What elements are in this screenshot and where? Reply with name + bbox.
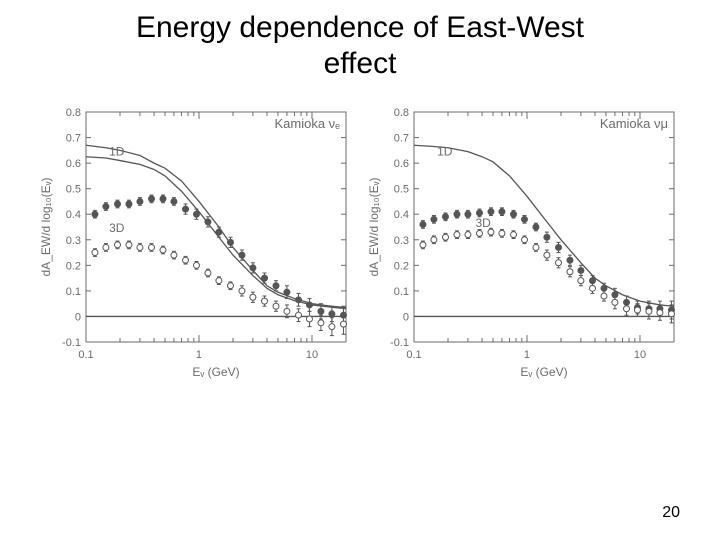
svg-text:1D: 1D — [437, 144, 453, 158]
title-line-2: effect — [324, 47, 397, 80]
svg-text:Kamioka νₑ: Kamioka νₑ — [274, 116, 340, 131]
svg-text:0.1: 0.1 — [394, 286, 409, 298]
svg-text:10: 10 — [306, 349, 318, 361]
svg-text:1: 1 — [196, 349, 202, 361]
svg-text:0: 0 — [75, 311, 81, 323]
svg-text:0.1: 0.1 — [406, 349, 421, 361]
svg-text:0.7: 0.7 — [394, 133, 409, 145]
svg-text:0.2: 0.2 — [66, 260, 81, 272]
svg-text:0.6: 0.6 — [394, 158, 409, 170]
svg-text:0.2: 0.2 — [394, 260, 409, 272]
svg-text:1: 1 — [524, 349, 530, 361]
svg-text:0.3: 0.3 — [66, 235, 81, 247]
panel-left: -0.1 0 0.1 0.2 0.3 0.4 0.5 0.6 0.7 0.8 0.1 1 10 Eᵥ (G… — [36, 92, 356, 387]
chart-left: -0.1 0 0.1 0.2 0.3 0.4 0.5 0.6 0.7 0.8 0.1 1 10 Eᵥ (G… — [36, 92, 356, 382]
svg-text:0.1: 0.1 — [78, 349, 93, 361]
svg-text:3D: 3D — [109, 221, 125, 235]
svg-text:0.4: 0.4 — [66, 209, 81, 221]
svg-text:0.5: 0.5 — [394, 184, 409, 196]
chart-panels: -0.100.10.20.30.40.50.60.70.80.1110Eᵥ (G… — [0, 92, 720, 387]
svg-text:0.5: 0.5 — [66, 184, 81, 196]
svg-text:dA_EW/d log₁₀(Eᵥ): dA_EW/d log₁₀(Eᵥ) — [367, 178, 381, 277]
svg-text:0.6: 0.6 — [66, 158, 81, 170]
svg-text:0.3: 0.3 — [394, 235, 409, 247]
title-line-1: Energy dependence of East-West — [136, 11, 584, 44]
svg-text:-0.1: -0.1 — [390, 337, 409, 349]
svg-text:Eᵥ (GeV): Eᵥ (GeV) — [192, 365, 239, 379]
slide-title: Energy dependence of East-West effect — [0, 0, 720, 82]
svg-text:Eᵥ (GeV): Eᵥ (GeV) — [520, 365, 567, 379]
svg-text:dA_EW/d log₁₀(Eᵥ): dA_EW/d log₁₀(Eᵥ) — [39, 178, 53, 277]
svg-text:10: 10 — [634, 349, 646, 361]
svg-text:0.8: 0.8 — [66, 107, 81, 119]
svg-text:0.4: 0.4 — [394, 209, 409, 221]
page-number: 20 — [662, 504, 680, 522]
svg-text:0.1: 0.1 — [66, 286, 81, 298]
svg-text:3D: 3D — [475, 216, 491, 230]
panel-right: -0.1 0 0.1 0.2 0.3 0.4 0.5 0.6 0.7 0.8 0.1 1 10 Eᵥ (G… — [364, 92, 684, 387]
svg-text:0.8: 0.8 — [394, 107, 409, 119]
svg-text:1D: 1D — [109, 144, 125, 158]
svg-text:0.7: 0.7 — [66, 133, 81, 145]
chart-right: -0.1 0 0.1 0.2 0.3 0.4 0.5 0.6 0.7 0.8 0.1 1 10 Eᵥ (G… — [364, 92, 684, 382]
svg-text:Kamioka νμ: Kamioka νμ — [600, 116, 668, 131]
svg-text:0: 0 — [403, 311, 409, 323]
svg-text:-0.1: -0.1 — [62, 337, 81, 349]
